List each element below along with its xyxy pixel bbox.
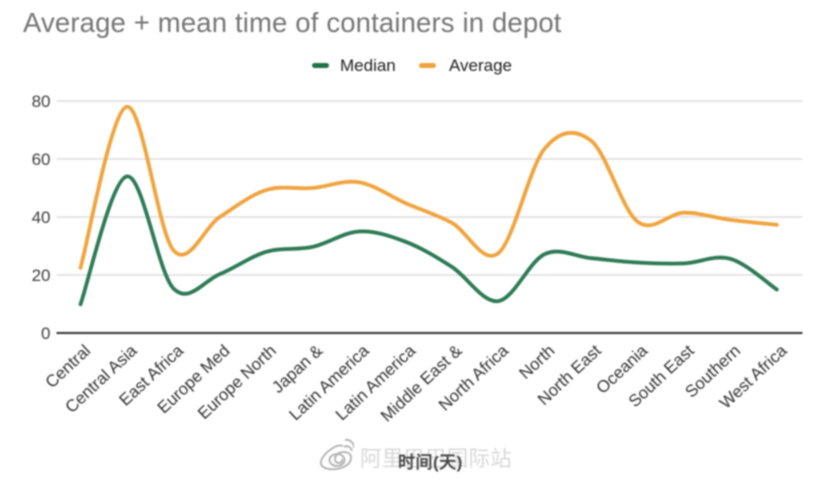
svg-text:20: 20 — [32, 266, 51, 285]
svg-text:80: 80 — [32, 92, 51, 111]
svg-text:60: 60 — [32, 150, 51, 169]
svg-text:Latin America: Latin America — [285, 341, 373, 425]
svg-text:North: North — [515, 341, 558, 383]
svg-text:0: 0 — [41, 324, 50, 343]
svg-text:40: 40 — [32, 208, 51, 227]
